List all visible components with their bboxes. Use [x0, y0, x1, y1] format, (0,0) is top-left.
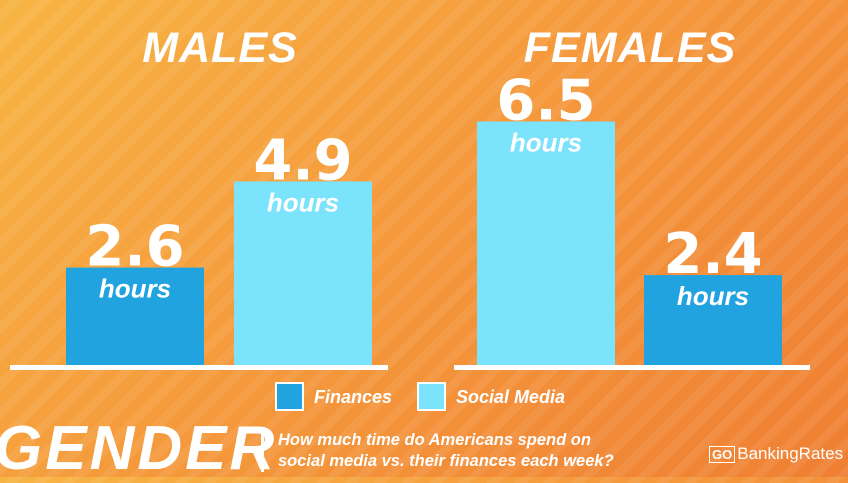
value-label-males-social-media: 4.9	[253, 128, 352, 193]
question-line-1: How much time do Americans spend on	[278, 431, 591, 449]
legend-swatch-social-media	[417, 382, 446, 411]
value-label-females-finances: 2.4	[663, 222, 762, 287]
topic-label: GENDER	[0, 414, 278, 483]
legend-swatch-finances	[275, 382, 304, 411]
bar-males-finances	[66, 267, 204, 365]
unit-label-females-social-media: hours	[510, 127, 582, 157]
unit-label-males-social-media: hours	[267, 187, 339, 217]
legend-label-social-media: Social Media	[456, 387, 565, 407]
bar-females-finances	[644, 275, 782, 365]
legend-label-finances: Finances	[314, 387, 392, 407]
brand-go-badge: GO	[709, 445, 736, 463]
footer-divider	[261, 432, 264, 472]
bar-females-social-media	[477, 121, 615, 365]
baseline-males	[10, 365, 388, 370]
brand-name: BankingRates	[737, 444, 844, 463]
bar-males-social-media	[234, 181, 372, 365]
value-label-females-social-media: 6.5	[496, 68, 595, 133]
group-title-females: FEMALES	[524, 24, 736, 72]
value-label-males-finances: 2.6	[85, 215, 184, 280]
unit-label-males-finances: hours	[99, 274, 171, 304]
unit-label-females-finances: hours	[677, 281, 749, 311]
chart-question: How much time do Americans spend on soci…	[278, 430, 658, 472]
baseline-females	[454, 365, 810, 370]
group-title-males: MALES	[142, 24, 298, 72]
brand-logo: GO BankingRates	[709, 444, 843, 464]
question-line-2: social media vs. their finances each wee…	[278, 452, 614, 470]
